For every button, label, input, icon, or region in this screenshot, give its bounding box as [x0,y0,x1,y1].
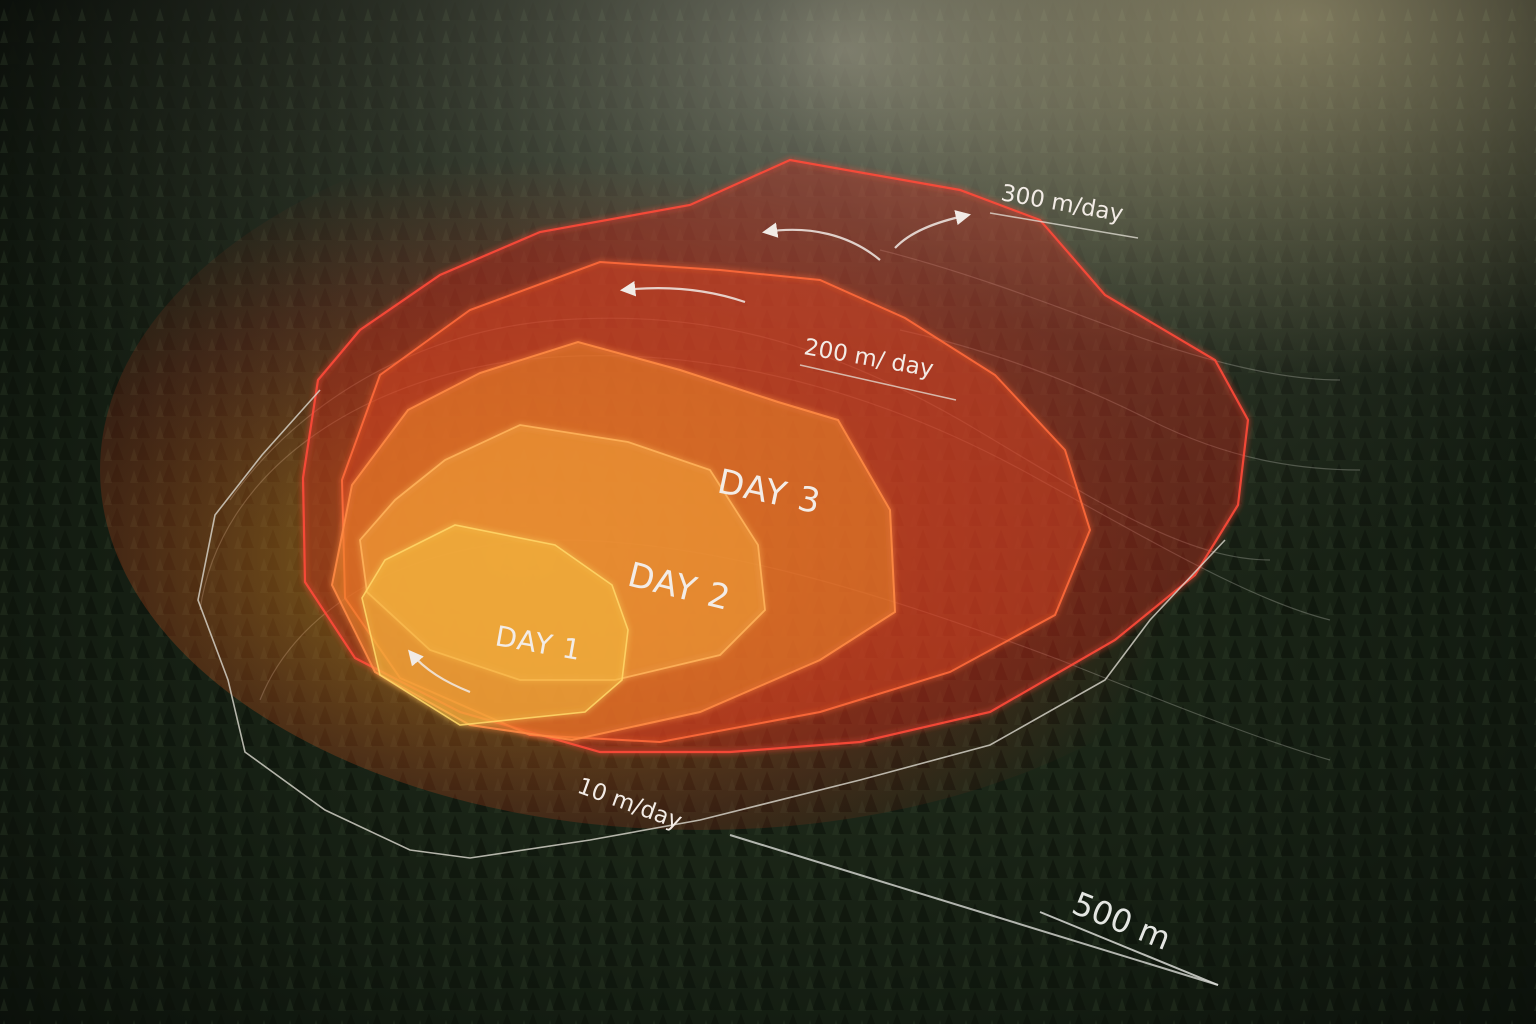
spread-direction-arrow-icon [894,210,972,249]
rate-leader-outer [989,212,1139,239]
boundary-10m-day [197,389,1226,859]
spread-arrows [408,210,972,694]
scale-bar-tick [1039,911,1219,986]
rate-leader-middle [799,364,957,401]
spread-direction-arrow-icon [408,649,471,694]
scale-bar-line [729,834,1219,986]
spread-direction-arrow-icon [761,222,881,261]
spread-direction-arrow-icon [619,281,746,304]
zone-day-1-core [361,524,629,726]
